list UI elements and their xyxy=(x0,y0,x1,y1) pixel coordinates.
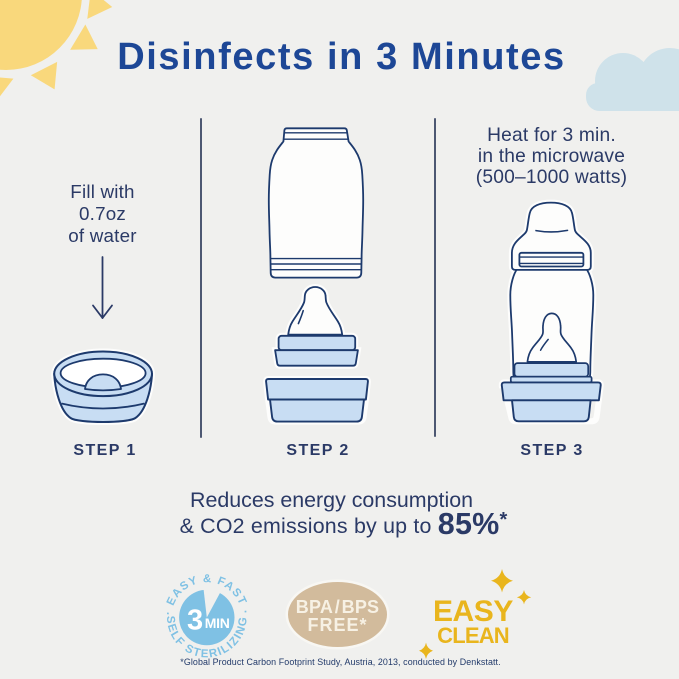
svg-text:3: 3 xyxy=(187,605,203,637)
svg-text:MIN: MIN xyxy=(205,615,230,631)
